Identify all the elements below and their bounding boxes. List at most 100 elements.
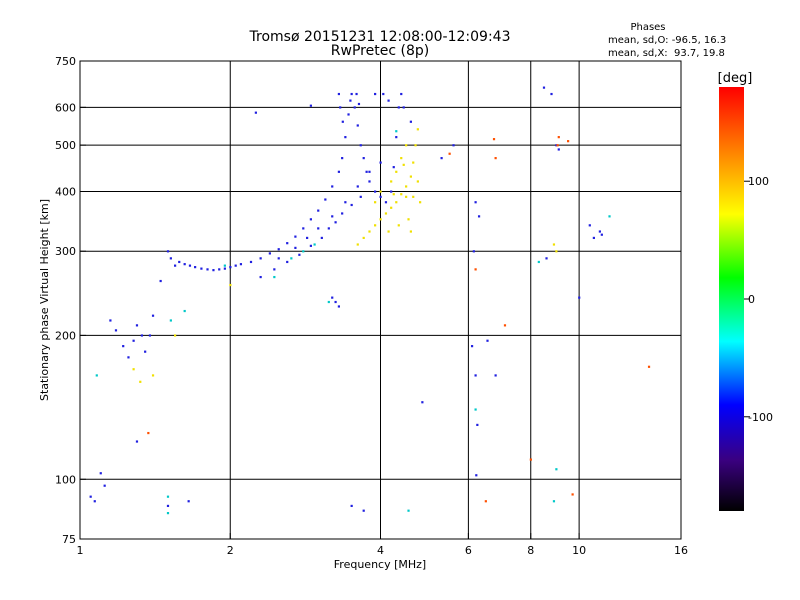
data-point [405,185,408,188]
data-point [475,474,478,477]
data-point [339,106,342,109]
data-point [341,120,344,123]
data-point [395,130,398,133]
data-point [286,260,289,264]
data-point [114,329,118,332]
data-point [355,92,358,96]
data-point [350,203,353,207]
data-point [273,268,276,271]
y-tick-label: 75 [62,533,76,546]
data-point [206,268,209,271]
data-point [600,233,603,236]
data-point [135,440,139,443]
data-point [452,144,455,147]
data-point [390,206,393,209]
data-point [239,263,243,266]
data-point [277,248,280,251]
data-point [290,257,293,260]
y-axis-label: Stationary phase Virtual Height [km] [38,199,51,401]
data-point [387,99,390,102]
data-point [229,266,232,269]
data-point [188,264,192,267]
data-point [166,504,170,508]
data-point [448,152,451,155]
data-point [542,86,546,89]
data-point [598,230,601,233]
data-point [362,236,365,240]
data-point [477,215,481,218]
data-point [440,157,443,160]
stats-header: Phases [630,22,665,33]
data-point [578,296,581,299]
data-point [223,264,226,267]
data-point [608,215,611,218]
data-point [368,170,371,173]
data-point [93,500,96,503]
y-tick-label: 300 [55,245,76,258]
data-point [552,243,556,246]
data-point [494,157,497,160]
data-point [147,431,150,435]
data-point [419,201,422,204]
data-point [353,106,356,109]
data-point [306,236,309,240]
data-point [486,339,489,342]
data-point [529,458,532,461]
data-point [187,500,190,503]
data-point [337,305,341,308]
data-point [95,374,98,377]
data-point [302,250,305,253]
data-point [183,309,186,313]
data-point [357,102,361,106]
data-point [148,334,152,337]
data-point [302,227,305,230]
data-point [344,136,347,139]
x-axis-ticks: 1 2 4 6 8 10 16 [77,533,688,557]
data-point [132,368,135,371]
data-point [294,235,297,238]
data-point [395,170,398,173]
data-point [400,193,403,196]
data-point [470,345,474,348]
data-point [384,212,388,215]
data-point [356,185,359,188]
data-point [341,157,344,160]
y-tick-label: 200 [55,329,76,342]
data-point [173,334,177,337]
data-point [556,144,559,147]
data-point [89,495,92,498]
data-point [286,242,289,245]
data-point [409,120,412,123]
data-point [268,252,271,255]
colorbar [719,87,744,511]
data-point [313,243,316,246]
data-point [379,161,382,164]
data-point [405,195,408,198]
data-point [492,138,496,141]
data-point [223,267,226,270]
data-point [344,201,347,204]
data-point [402,106,405,109]
data-point [552,500,556,503]
data-point [317,227,320,230]
data-point [144,350,147,353]
data-point [127,356,130,359]
x-tick-label: 8 [527,544,534,557]
data-point [647,365,651,368]
data-point [169,257,172,260]
y-tick-label: 600 [55,101,76,114]
data-point [166,512,170,515]
y-tick-label: 100 [55,473,76,486]
data-point [407,509,410,512]
data-point [334,221,337,224]
data-point [356,124,359,127]
data-point [331,296,334,299]
data-point [592,236,595,240]
data-point [331,185,334,188]
data-point [588,224,591,227]
data-point [402,163,405,166]
data-point [337,170,341,173]
data-point [405,144,408,147]
data-point [384,201,388,204]
